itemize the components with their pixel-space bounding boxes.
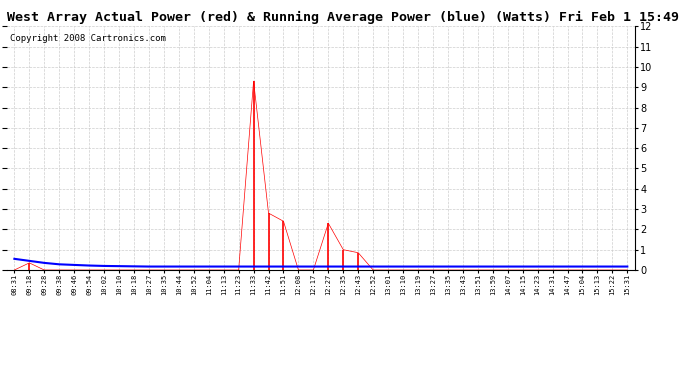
Text: Copyright 2008 Cartronics.com: Copyright 2008 Cartronics.com: [10, 34, 166, 43]
Text: West Array Actual Power (red) & Running Average Power (blue) (Watts) Fri Feb 1 1: West Array Actual Power (red) & Running …: [7, 11, 679, 24]
